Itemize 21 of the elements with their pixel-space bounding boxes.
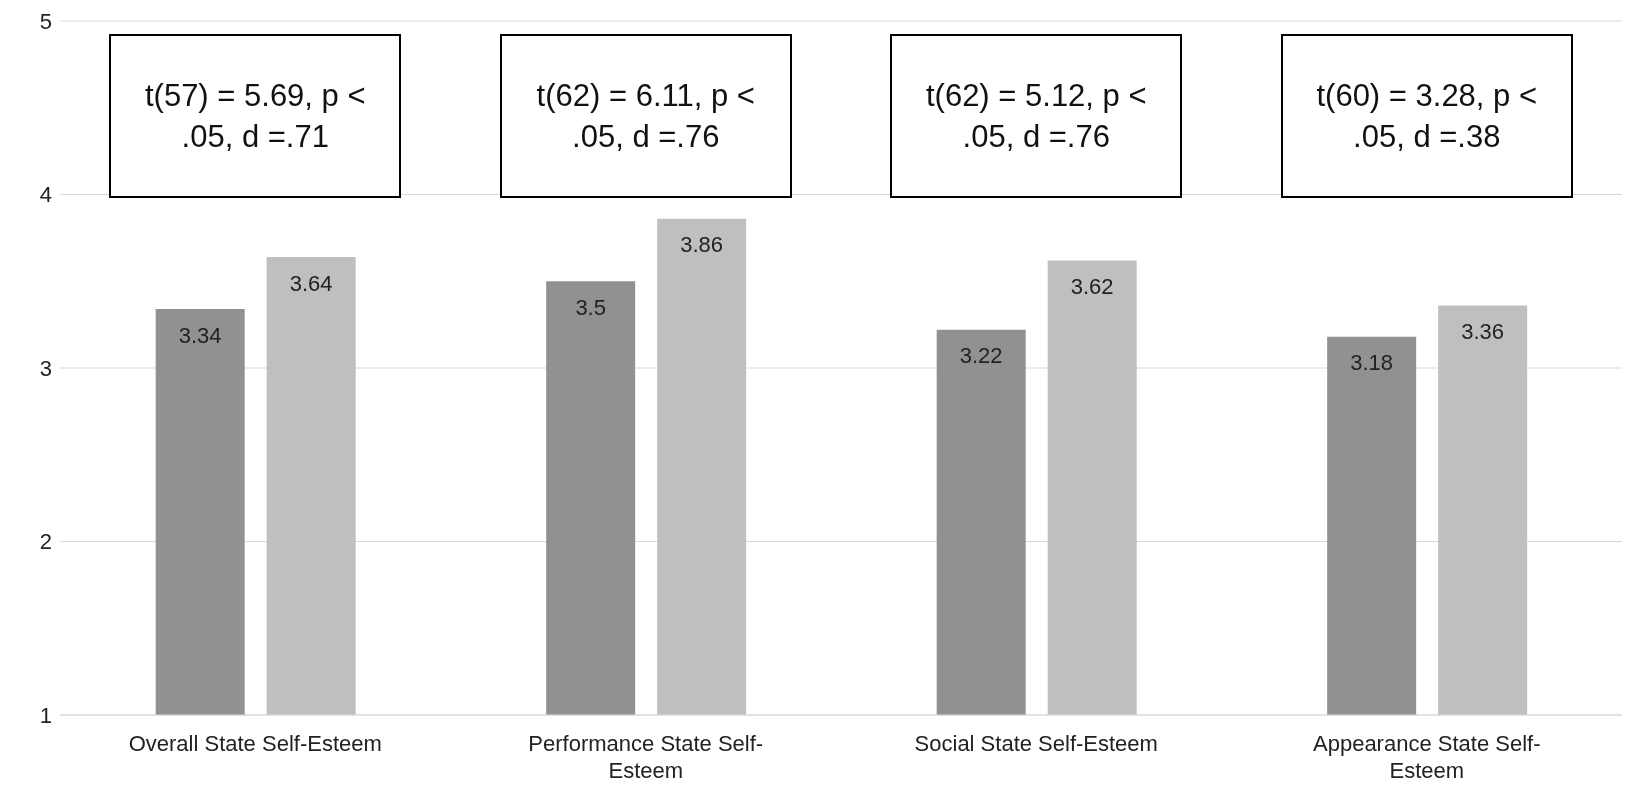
data-label: 3.18	[1350, 350, 1394, 376]
x-tick-label: Performance State Self-Esteem	[528, 731, 764, 783]
text-box: t(60) = 3.28, p < .05, d =.38	[1280, 34, 1573, 198]
data-label: 3.86	[680, 232, 724, 258]
text-box: t(62) = 5.12, p < .05, d =.76	[890, 34, 1183, 198]
y-tick-label: 4	[39, 182, 52, 208]
data-label: 3.22	[959, 343, 1003, 369]
text-box: t(62) = 6.11, p < .05, d =.76	[499, 34, 792, 198]
x-tick-label: Overall State Self-Esteem	[128, 731, 382, 756]
x-tick-label: Social State Self-Esteem	[914, 731, 1158, 756]
data-label: 3.64	[289, 270, 333, 296]
data-label: 3.36	[1461, 319, 1505, 345]
y-tick-label: 3	[39, 355, 52, 381]
y-tick-label: 5	[39, 8, 52, 34]
text-box: t(57) = 5.69, p < .05, d =.71	[109, 34, 402, 198]
data-label: 3.62	[1070, 274, 1114, 300]
y-tick-label: 2	[39, 529, 52, 555]
x-tick-label: Appearance State Self-Esteem	[1313, 731, 1541, 783]
data-label: 3.34	[178, 322, 222, 348]
y-tick-label: 1	[39, 702, 52, 728]
data-label: 3.5	[575, 294, 606, 320]
